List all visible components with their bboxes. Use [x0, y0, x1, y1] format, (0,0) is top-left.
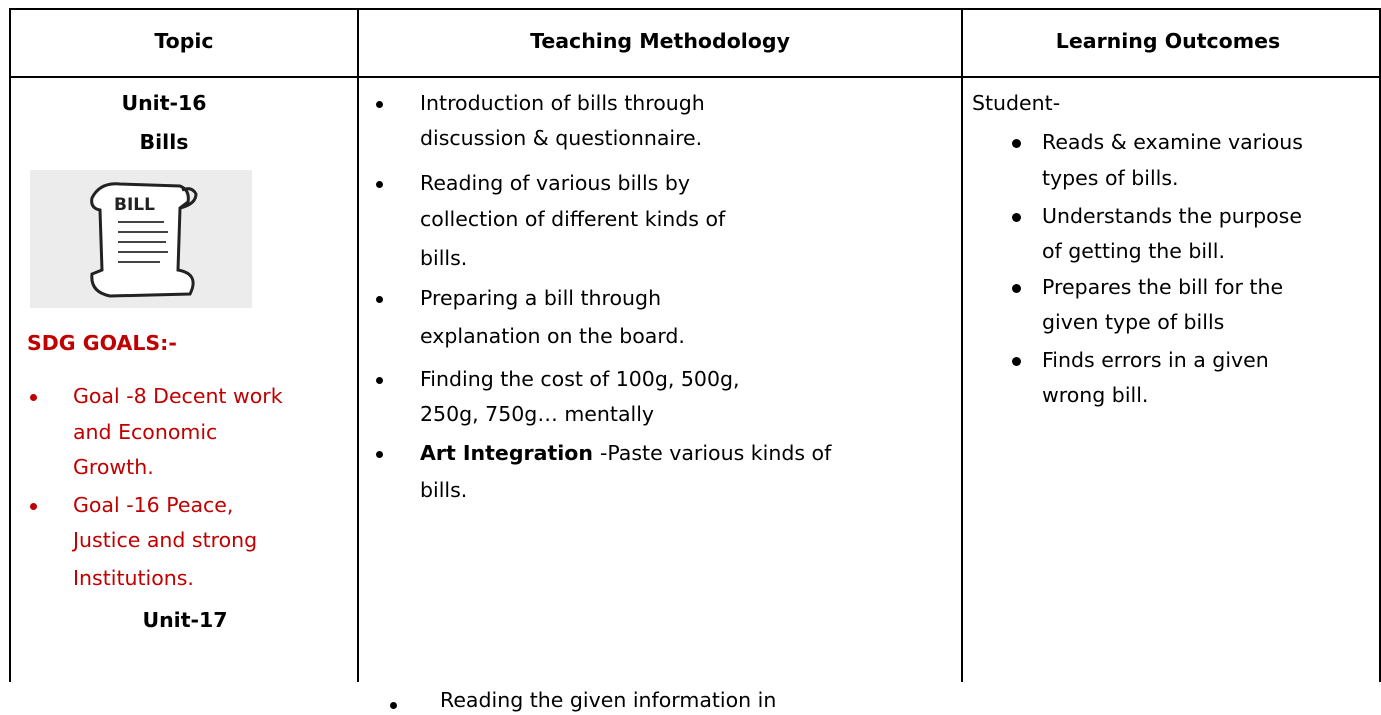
bullet	[375, 100, 383, 108]
sdg-goal: and Economic	[73, 420, 218, 444]
sdg-goal: Institutions.	[73, 566, 194, 590]
bill-icon: BILL	[30, 170, 252, 308]
method-text: -Paste various kinds of	[599, 441, 832, 465]
sdg-goal: Justice and strong	[73, 528, 258, 552]
method-text: Finding the cost of 100g, 500g,	[420, 367, 740, 391]
method-text: bills.	[420, 478, 468, 502]
sdg-goal: Goal -8 Decent work	[73, 384, 283, 408]
bullet	[1011, 356, 1021, 366]
method-text: Reading of various bills by	[420, 171, 690, 195]
method-text: Preparing a bill through	[420, 286, 662, 310]
unit-name: Bills	[139, 130, 189, 154]
column-header: Topic	[154, 29, 214, 53]
outcome-text: Finds errors in a given	[1042, 348, 1269, 372]
column-header: Teaching Methodology	[530, 29, 790, 53]
outcome-text: given type of bills	[1042, 310, 1225, 334]
bullet	[375, 450, 383, 458]
outcome-text: Reads & examine various	[1042, 130, 1303, 154]
table-border	[10, 8, 1381, 10]
table-border	[1379, 8, 1381, 682]
method-bold: Art Integration	[420, 441, 593, 465]
bullet	[375, 295, 383, 303]
sdg-goal: Growth.	[73, 455, 154, 479]
outcome-text: Prepares the bill for the	[1042, 275, 1284, 299]
sdg-heading: SDG GOALS:-	[27, 331, 177, 355]
bullet	[29, 393, 37, 401]
outcome-text: of getting the bill.	[1042, 239, 1225, 263]
bullet	[389, 701, 397, 709]
page: BILL (() => { const data = JSON.parse(do…	[9, 8, 1381, 712]
method-text: bills.	[420, 246, 468, 270]
table-border	[357, 8, 359, 682]
method-text: discussion & questionnaire.	[420, 126, 703, 150]
bullet	[375, 180, 383, 188]
outcome-text: wrong bill.	[1042, 383, 1149, 407]
method-text: Reading the given information in	[440, 688, 777, 712]
method-text: explanation on the board.	[420, 324, 685, 348]
table-border	[10, 76, 1381, 78]
table-border	[9, 8, 11, 682]
unit-title: Unit-17	[142, 608, 228, 632]
unit-title: Unit-16	[121, 91, 207, 115]
outcome-text: Understands the purpose	[1042, 204, 1302, 228]
outcome-text: types of bills.	[1042, 166, 1179, 190]
bullet	[1011, 212, 1021, 222]
column-header: Learning Outcomes	[1055, 29, 1281, 53]
method-text: collection of different kinds of	[420, 207, 726, 231]
bullet	[1011, 138, 1021, 148]
method-text: Introduction of bills through	[420, 91, 705, 115]
bullet	[29, 502, 37, 510]
table-border	[961, 8, 963, 682]
outcomes-lead: Student-	[972, 91, 1061, 115]
method-text: 250g, 750g… mentally	[420, 402, 655, 426]
icon-label: BILL	[114, 195, 155, 215]
sdg-goal: Goal -16 Peace,	[73, 493, 234, 517]
bullet	[375, 376, 383, 384]
bullet	[1011, 283, 1021, 293]
